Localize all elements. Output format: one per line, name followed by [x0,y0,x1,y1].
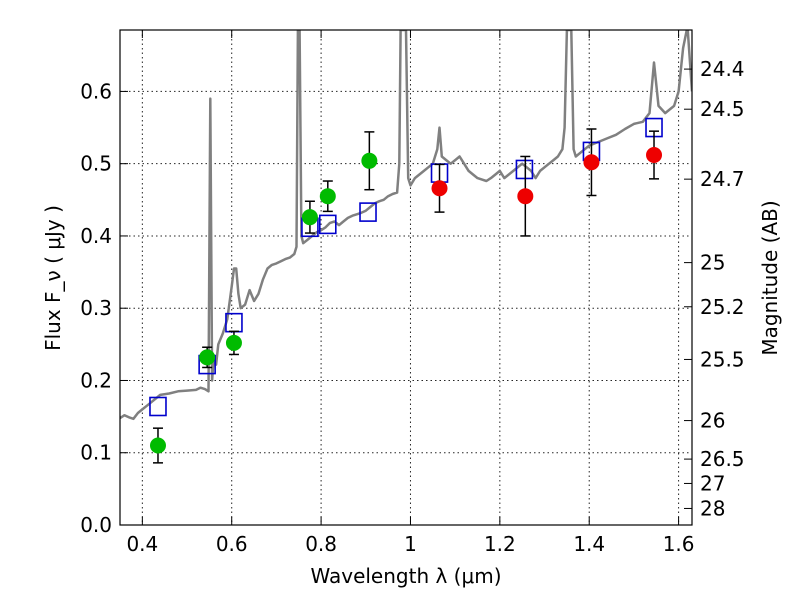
x-tick-label: 0.6 [216,532,248,556]
x-tick-label: 0.8 [305,532,337,556]
x-tick-label: 1 [404,532,417,556]
model-photometry-square [515,159,534,180]
observed-point [646,147,663,164]
y-tick-label: 0.4 [80,224,112,248]
plot-frame [119,29,693,526]
x-axis-label: Wavelength λ (μm) [310,564,501,588]
y-right-tick-label: 24.5 [700,97,745,121]
observed-point [301,209,318,226]
plot-content [120,30,692,421]
y-right-tick-label: 25.5 [700,347,745,371]
markers [149,117,663,464]
y-tick-label: 0.6 [80,79,112,103]
x-tick-label: 1.6 [663,532,695,556]
model-photometry-square [359,202,377,222]
model-photometry-square [318,214,337,235]
observed-point [517,188,534,205]
y-right-tick-label: 26 [700,409,725,433]
x-tick-label: 1.4 [573,532,605,556]
grid [120,30,692,526]
y-right-tick-label: 28 [700,496,725,520]
y-axis-right-label: Magnitude (AB) [758,200,782,355]
y-tick-label: 0.0 [80,513,112,537]
spectrum-line [120,30,692,421]
y-right-tick-label: 26.5 [700,447,745,471]
observed-point [199,349,216,366]
observed-point [361,152,378,169]
model-photometry-square [149,396,167,417]
observed-point [431,180,448,197]
y-right-tick-label: 25 [700,251,725,275]
x-tick-label: 0.4 [126,532,158,556]
ticks [120,30,692,526]
observed-point [225,334,242,351]
y-right-tick-label: 24.4 [700,57,745,81]
x-tick-label: 1.2 [484,532,516,556]
observed-point [149,437,166,454]
observed-point [583,154,600,171]
y-tick-label: 0.1 [80,441,112,465]
y-tick-label: 0.2 [80,368,112,392]
y-axis-label: Flux F_ν ( μJy ) [41,205,65,351]
y-right-tick-label: 24.7 [700,167,745,191]
y-right-tick-label: 25.2 [700,295,745,319]
y-tick-label: 0.3 [80,296,112,320]
tick-labels: 0.4 0.6 0.8 1 1.2 1.4 1.6 0.0 0.1 0.2 0.3 0.4 0.5 0.6… [80,57,744,556]
y-right-tick-label: 27 [700,471,725,495]
y-tick-label: 0.5 [80,152,112,176]
observed-point [319,188,336,205]
